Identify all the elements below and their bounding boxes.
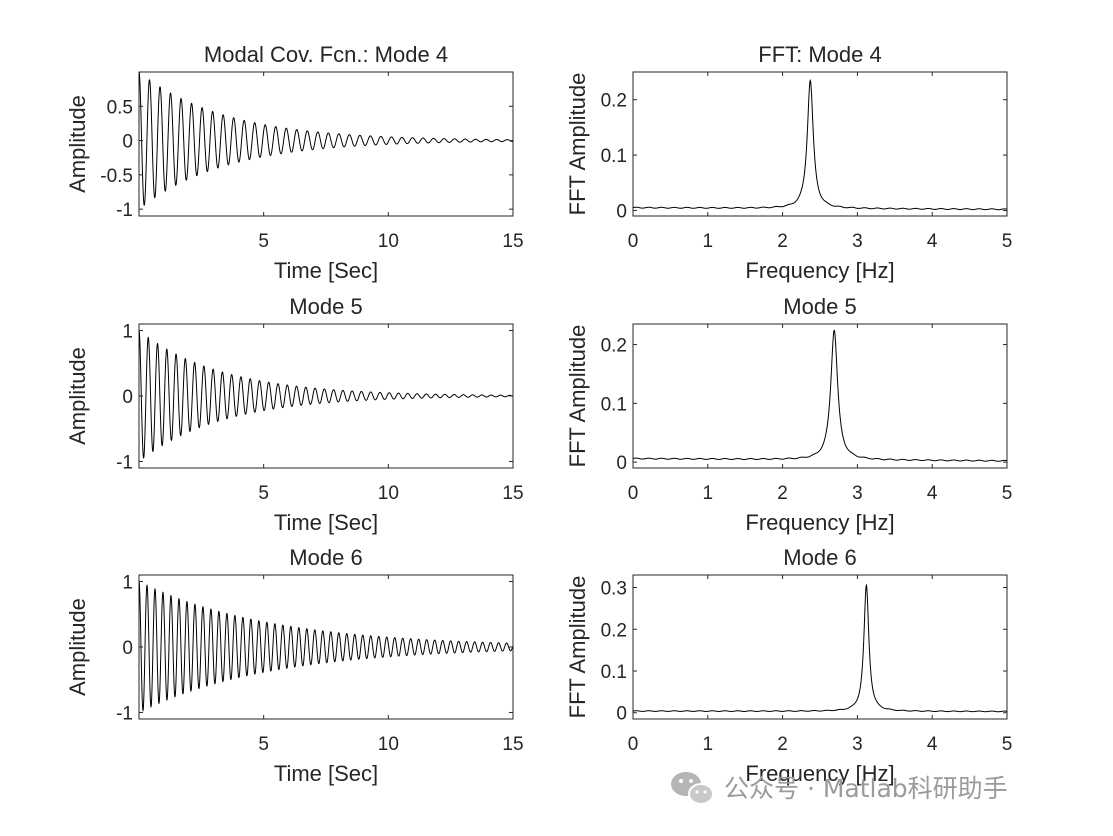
- chart-panel: 0 1 2 3 4 5 0 0.1 0.2 Mode 5 Frequency [Hz] FFT Amp…: [565, 294, 1012, 535]
- x-tick-label: 5: [1002, 231, 1013, 252]
- x-tick-label: 10: [378, 734, 399, 755]
- y-tick-label: 0.2: [601, 620, 627, 641]
- y-tick-label: -1: [116, 452, 133, 473]
- plot-area: [632, 574, 1008, 720]
- x-tick-label: 2: [777, 231, 788, 252]
- x-tick-label: 15: [502, 734, 523, 755]
- chart-title: Mode 6: [289, 545, 362, 570]
- y-tick-label: 1: [122, 573, 133, 594]
- y-tick-label: 0: [122, 132, 133, 153]
- chart-panel: 5 10 15 -1 -0.5 0 0.5 Modal Cov. Fcn.: Mode 4 Ti…: [65, 42, 524, 283]
- plot-area: [138, 71, 514, 217]
- x-tick-label: 0: [628, 231, 639, 252]
- series-line: [139, 581, 513, 712]
- series-line: [633, 583, 1007, 713]
- y-tick-label: 0.1: [601, 662, 627, 683]
- x-tick-label: 15: [502, 483, 523, 504]
- chart-panel: 5 10 15 -1 0 1 Mode 5 Time [Sec] Amplitude: [65, 294, 524, 535]
- x-axis-label: Time [Sec]: [274, 258, 378, 283]
- y-tick-label: 0: [616, 453, 627, 474]
- wechat-icon: [671, 772, 714, 805]
- y-axis-label: Amplitude: [65, 598, 90, 696]
- chart-title: Mode 5: [289, 294, 362, 319]
- y-tick-label: 0.1: [601, 146, 627, 167]
- x-tick-label: 10: [378, 231, 399, 252]
- x-tick-label: 3: [852, 231, 863, 252]
- y-axis-label: FFT Amplitude: [565, 325, 590, 468]
- x-tick-label: 1: [703, 483, 714, 504]
- y-tick-label: -0.5: [100, 166, 133, 187]
- x-tick-label: 0: [628, 483, 639, 504]
- y-tick-label: -1: [116, 703, 133, 724]
- x-tick-label: 5: [1002, 483, 1013, 504]
- plot-area: [632, 323, 1008, 469]
- chart-panel: 0 1 2 3 4 5 0 0.1 0.2 0.3 Mode 6 Frequency [Hz] FFT …: [565, 545, 1012, 786]
- chart-title: Mode 6: [783, 545, 856, 570]
- series-line: [633, 78, 1007, 211]
- x-tick-label: 1: [703, 231, 714, 252]
- x-tick-label: 4: [927, 231, 938, 252]
- x-tick-label: 15: [502, 231, 523, 252]
- y-axis-label: Amplitude: [65, 347, 90, 445]
- x-tick-label: 2: [777, 483, 788, 504]
- chart-title: FFT: Mode 4: [758, 42, 881, 67]
- y-tick-label: 0: [616, 201, 627, 222]
- x-tick-label: 4: [927, 483, 938, 504]
- x-axis-label: Time [Sec]: [274, 510, 378, 535]
- y-tick-label: 0: [616, 704, 627, 725]
- chart-panel: 5 10 15 -1 0 1 Mode 6 Time [Sec] Amplitude: [65, 545, 524, 786]
- x-tick-label: 0: [628, 734, 639, 755]
- y-tick-label: 0.2: [601, 336, 627, 357]
- y-tick-label: 0: [122, 638, 133, 659]
- x-tick-label: 2: [777, 734, 788, 755]
- x-tick-label: 1: [703, 734, 714, 755]
- x-tick-label: 5: [258, 734, 269, 755]
- y-tick-label: 0.5: [107, 97, 133, 118]
- x-tick-label: 5: [258, 231, 269, 252]
- chart-title: Mode 5: [783, 294, 856, 319]
- x-tick-label: 10: [378, 483, 399, 504]
- y-tick-label: 0: [122, 387, 133, 408]
- x-tick-label: 3: [852, 483, 863, 504]
- y-tick-label: -1: [116, 200, 133, 221]
- y-tick-label: 0.3: [601, 579, 627, 600]
- x-tick-label: 5: [1002, 734, 1013, 755]
- y-axis-label: FFT Amplitude: [565, 576, 590, 719]
- y-tick-label: 1: [122, 322, 133, 343]
- y-axis-label: Amplitude: [65, 95, 90, 193]
- x-tick-label: 5: [258, 483, 269, 504]
- y-tick-label: 0.2: [601, 91, 627, 112]
- x-axis-label: Frequency [Hz]: [745, 761, 894, 786]
- series-line: [633, 329, 1007, 462]
- x-axis-label: Time [Sec]: [274, 761, 378, 786]
- watermark: 公众号 · Matlab科研助手: [671, 772, 1008, 805]
- y-axis-label: FFT Amplitude: [565, 73, 590, 216]
- x-axis-label: Frequency [Hz]: [745, 258, 894, 283]
- chart-panel: 0 1 2 3 4 5 0 0.1 0.2 FFT: Mode 4 Frequency [Hz] FF…: [565, 42, 1012, 283]
- chart-title: Modal Cov. Fcn.: Mode 4: [204, 42, 448, 67]
- x-tick-label: 4: [927, 734, 938, 755]
- y-tick-label: 0.1: [601, 394, 627, 415]
- watermark-text: 公众号 · Matlab科研助手: [724, 774, 1008, 803]
- series-line: [139, 72, 513, 206]
- x-axis-label: Frequency [Hz]: [745, 510, 894, 535]
- x-tick-label: 3: [852, 734, 863, 755]
- series-line: [139, 330, 513, 459]
